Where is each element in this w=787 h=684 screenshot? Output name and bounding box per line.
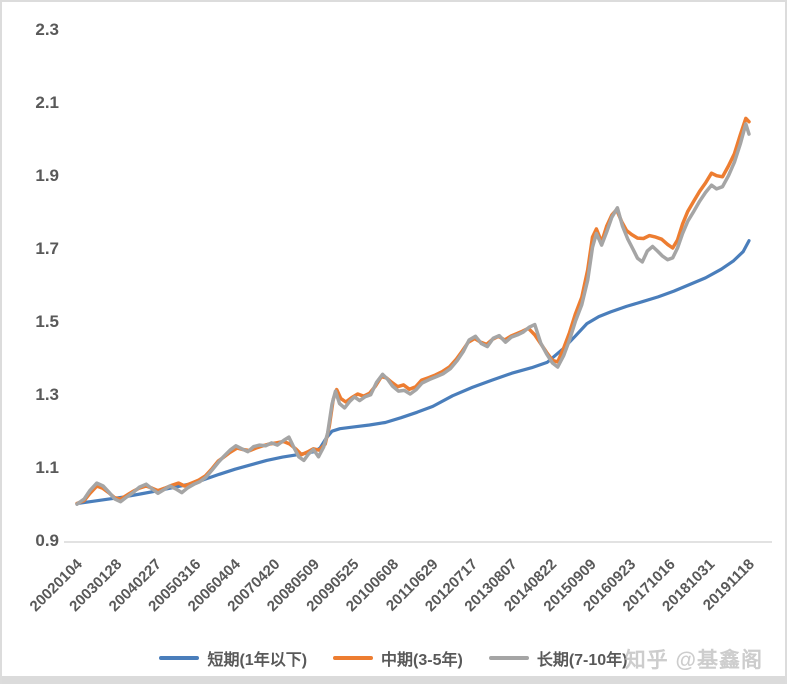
y-tick-label: 1.5 — [35, 312, 59, 331]
y-tick-label: 1.7 — [35, 239, 59, 258]
y-tick-label: 2.3 — [35, 20, 59, 39]
series-line — [75, 239, 751, 506]
y-tick-label: 0.9 — [35, 531, 59, 550]
y-tick-label: 2.1 — [35, 93, 59, 112]
bottom-strip — [2, 676, 785, 684]
y-tick-label: 1.9 — [35, 166, 59, 185]
y-tick-label: 1.3 — [35, 385, 59, 404]
series-line — [75, 116, 751, 506]
series-line — [75, 122, 751, 506]
watermark: 知乎 @基鑫阁 — [624, 649, 763, 672]
y-tick-label: 1.1 — [35, 458, 59, 477]
